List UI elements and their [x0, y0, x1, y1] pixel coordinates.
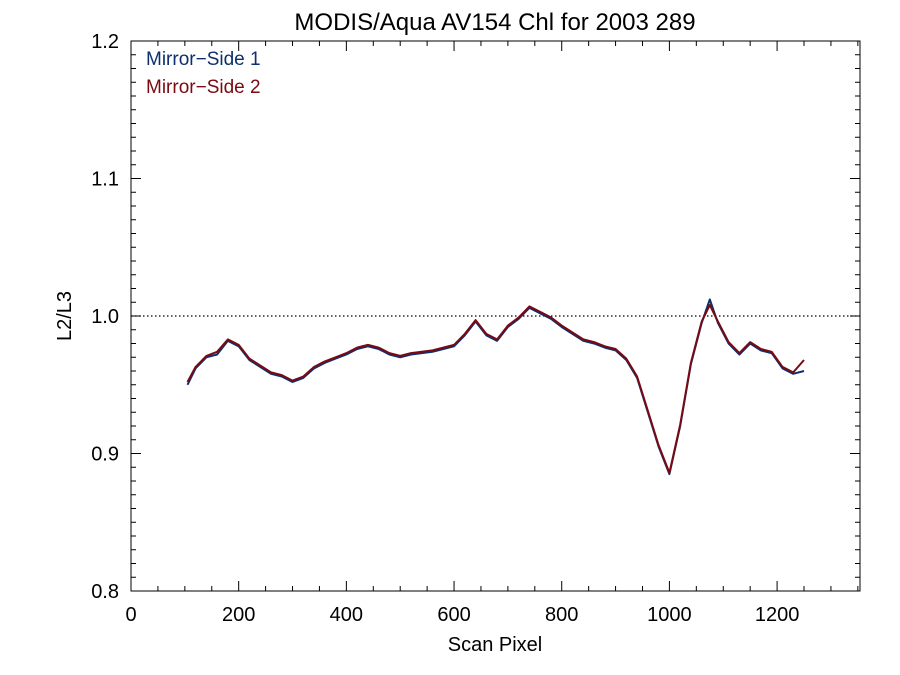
x-tick-label: 400 [330, 604, 363, 626]
x-tick-label: 600 [437, 604, 470, 626]
chart-title: MODIS/Aqua AV154 Chl for 2003 289 [294, 9, 695, 36]
legend-entry-mirror-side-2: Mirror−Side 2 [146, 77, 261, 98]
y-tick-label: 0.9 [91, 444, 119, 466]
x-tick-label: 200 [222, 604, 255, 626]
y-tick-label: 0.8 [91, 581, 119, 603]
y-tick-label: 1.0 [91, 306, 119, 328]
x-axis-label: Scan Pixel [448, 634, 543, 656]
y-axis-label: L2/L3 [54, 291, 76, 341]
x-tick-label: 0 [125, 604, 136, 626]
legend-entry-mirror-side-1: Mirror−Side 1 [146, 49, 261, 70]
y-tick-label: 1.1 [91, 169, 119, 191]
series-line-mirror-side-1 [186, 298, 805, 476]
series-line-mirror-side-2 [186, 304, 805, 474]
y-tick-label: 1.2 [91, 31, 119, 53]
x-tick-label: 800 [545, 604, 578, 626]
x-tick-label: 1200 [755, 604, 800, 626]
x-tick-label: 1000 [647, 604, 692, 626]
